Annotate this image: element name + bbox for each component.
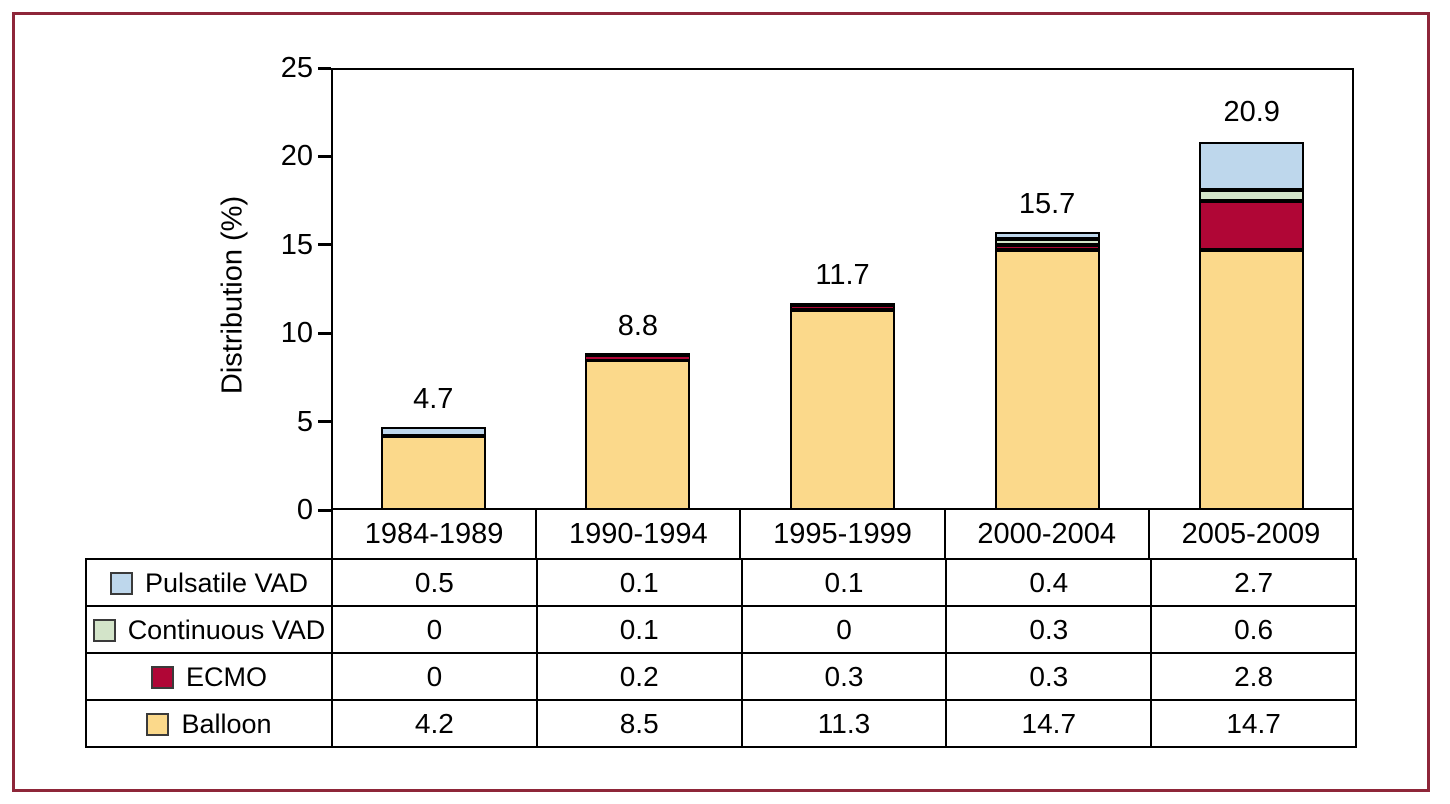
y-tick-label: 10 [280,317,313,350]
bar-segment-pulsatile-vad [585,352,691,355]
legend-label: Continuous VAD [127,614,326,645]
legend-label: Balloon [181,708,272,739]
bar-segment-continuous-vad [994,239,1100,245]
bar-segment-ecmo [790,304,895,311]
legend-color-swatch-ecmo [151,665,174,689]
bar-segment-pulsatile-vad [1199,142,1305,190]
y-tick-mark [318,420,331,424]
y-tick-label: 20 [280,140,313,173]
x-category-cell: 1995-1999 [739,510,943,558]
table-value-cell: 0.2 [535,652,743,701]
y-tick-label: 5 [296,405,313,438]
bar-total-label: 4.7 [413,382,454,415]
x-category-cell: 2000-2004 [943,510,1148,558]
table-row-balloon: Balloon 4.2 8.5 11.3 14.7 14.7 [85,699,1357,748]
table-value-cell: 0.1 [535,558,743,607]
table-row-continuous-vad: Continuous VAD 0 0.1 0 0.3 0.6 [85,605,1357,654]
bar-segment-ecmo [1199,200,1305,251]
table-value-cell: 0.6 [1150,605,1357,654]
x-category-cell: 1984-1989 [364,517,504,550]
legend-cell-ecmo: ECMO [85,652,333,701]
table-value-cell: 0.1 [740,558,948,607]
table-value-cell: 0.3 [945,605,1153,654]
table-value-cell: 2.7 [1150,558,1357,607]
bar-segment-ecmo [994,244,1100,251]
table-value-cell: 0 [331,605,538,654]
table-value-cell: 0.1 [535,605,743,654]
bar-total-label: 8.8 [617,310,659,343]
y-tick-mark [318,331,331,335]
table-value-cell: 0.5 [331,558,538,607]
legend-color-swatch-continuous-vad [92,618,116,642]
bar-segment-pulsatile-vad [790,303,895,306]
x-axis-category-row: 1984-1989 1990-1994 1995-1999 2000-2004 2005… [331,510,1354,558]
table-value-cell: 2.8 [1150,652,1357,701]
y-tick-label: 0 [296,494,313,526]
table-value-cell: 14.7 [945,699,1153,748]
y-tick-mark [318,66,331,70]
table-value-cell: 11.3 [740,699,948,748]
table-value-cell: 0.3 [740,652,948,701]
y-tick-label: 15 [280,228,313,261]
legend-cell-balloon: Balloon [85,699,333,748]
bar-segment-balloon [585,359,691,510]
table-value-cell: 0 [740,605,948,654]
table-value-cell: 0.4 [945,558,1153,607]
table-value-cell: 14.7 [1150,699,1357,748]
data-table-wrap: Pulsatile VAD 0.5 0.1 0.1 0.4 2.7 Continuous V… [85,558,1357,748]
table-value-cell: 4.2 [331,699,538,748]
bar-segment-pulsatile-vad [380,426,486,436]
bar-segment-continuous-vad [585,354,691,357]
table-row-pulsatile-vad: Pulsatile VAD 0.5 0.1 0.1 0.4 2.7 [85,558,1357,607]
y-tick-mark [318,508,331,512]
bar-total-label: 15.7 [1018,188,1076,221]
x-category-cell: 2005-2009 [1147,510,1352,558]
table-value-cell: 8.5 [535,699,743,748]
bar-total-label: 20.9 [1223,96,1280,129]
table-value-cell: 0 [331,652,538,701]
bar-segment-balloon [790,310,895,510]
bar-total-label: 11.7 [815,259,870,292]
bar-segment-balloon [380,435,486,510]
bar-segment-balloon [994,250,1100,510]
table-row-ecmo: ECMO 0 0.2 0.3 0.3 2.8 [85,652,1357,701]
legend-cell-pulsatile-vad: Pulsatile VAD [85,558,333,607]
y-tick-mark [318,154,331,158]
bar-segment-pulsatile-vad [994,232,1100,240]
legend-label: Pulsatile VAD [144,567,309,598]
legend-label: ECMO [186,661,267,692]
y-tick-mark [318,243,331,247]
y-tick-label: 25 [280,52,313,84]
table-value-cell: 0.3 [945,652,1153,701]
bar-segment-continuous-vad [1199,189,1305,201]
x-category-cell: 1990-1994 [535,510,739,558]
legend-cell-continuous-vad: Continuous VAD [85,605,333,654]
bar-segment-ecmo [585,356,691,360]
legend-color-swatch-balloon [146,712,170,736]
y-axis-title: Distribution (%) [216,195,249,395]
legend-color-swatch-pulsatile-vad [109,571,133,595]
data-table: Pulsatile VAD 0.5 0.1 0.1 0.4 2.7 Continuous V… [85,558,1357,748]
bar-segment-balloon [1199,250,1305,510]
